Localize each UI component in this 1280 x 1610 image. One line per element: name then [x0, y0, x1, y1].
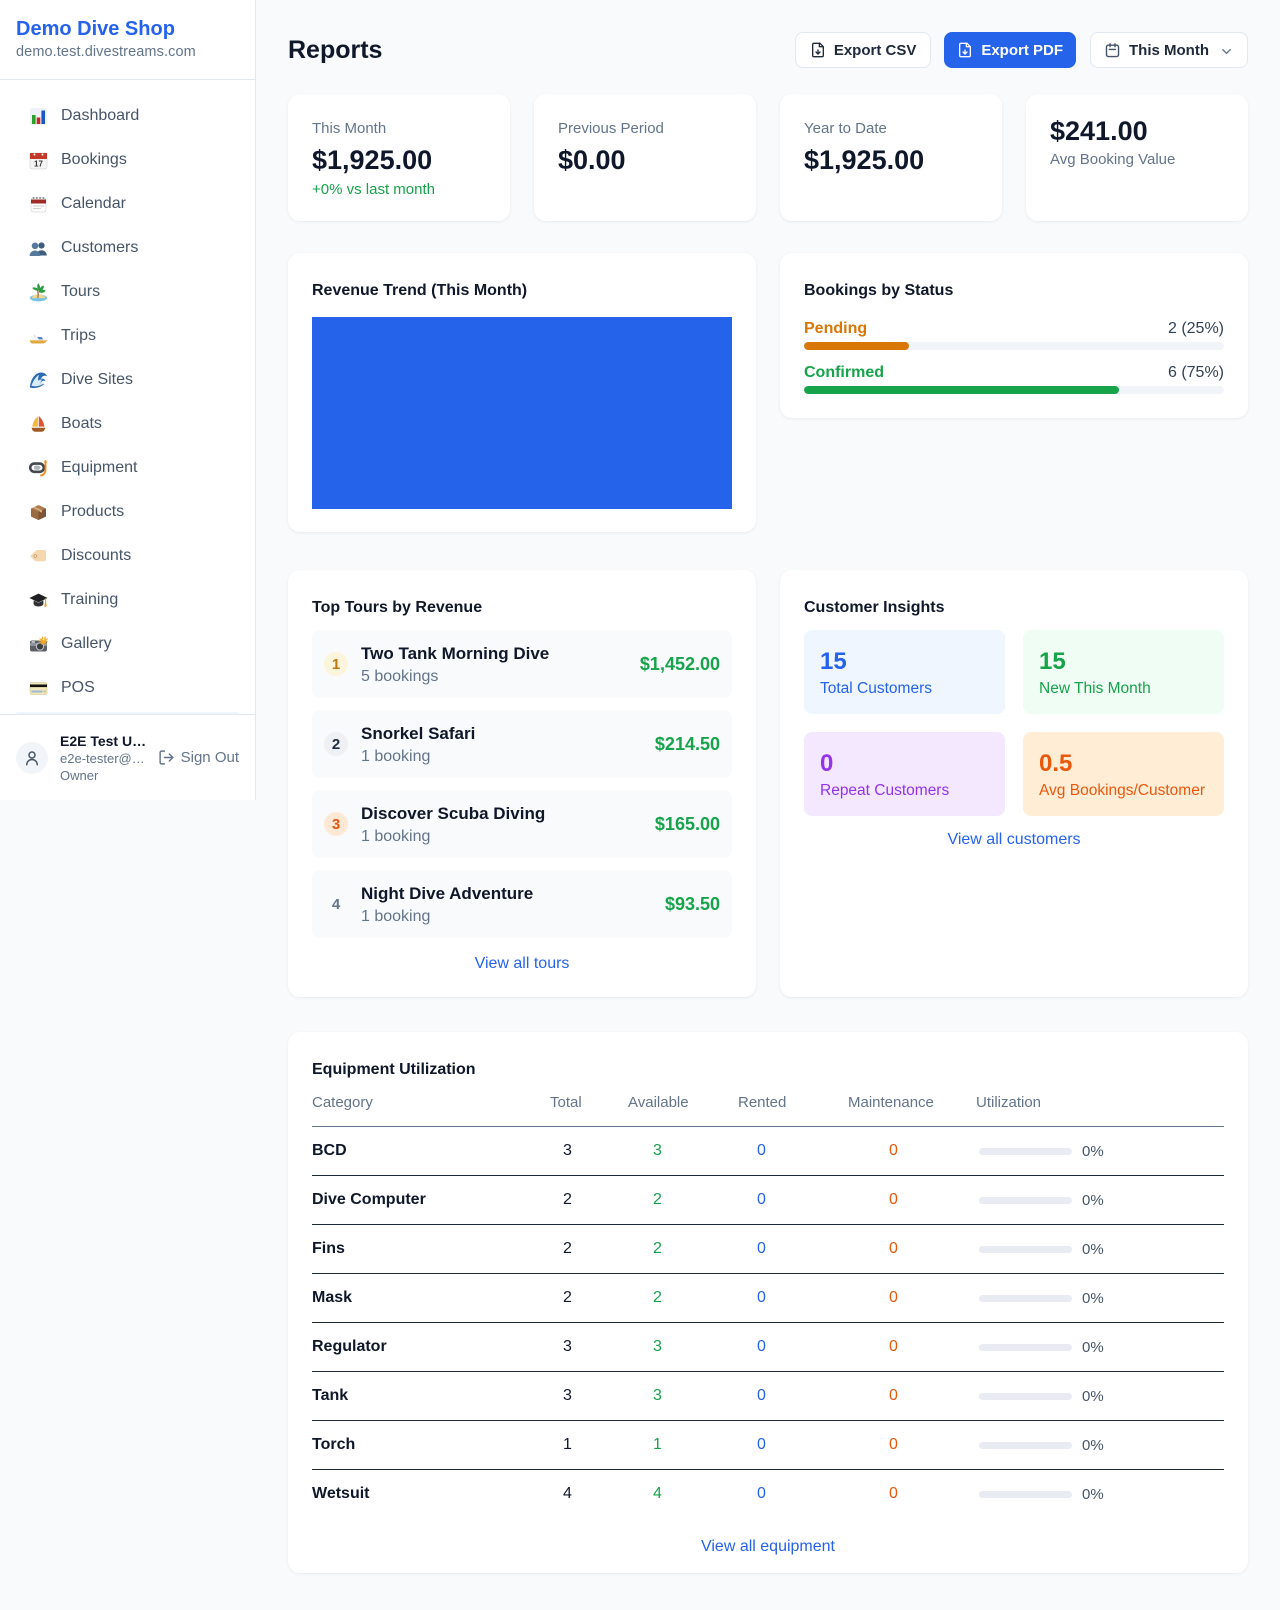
svg-text:17: 17: [34, 159, 43, 168]
